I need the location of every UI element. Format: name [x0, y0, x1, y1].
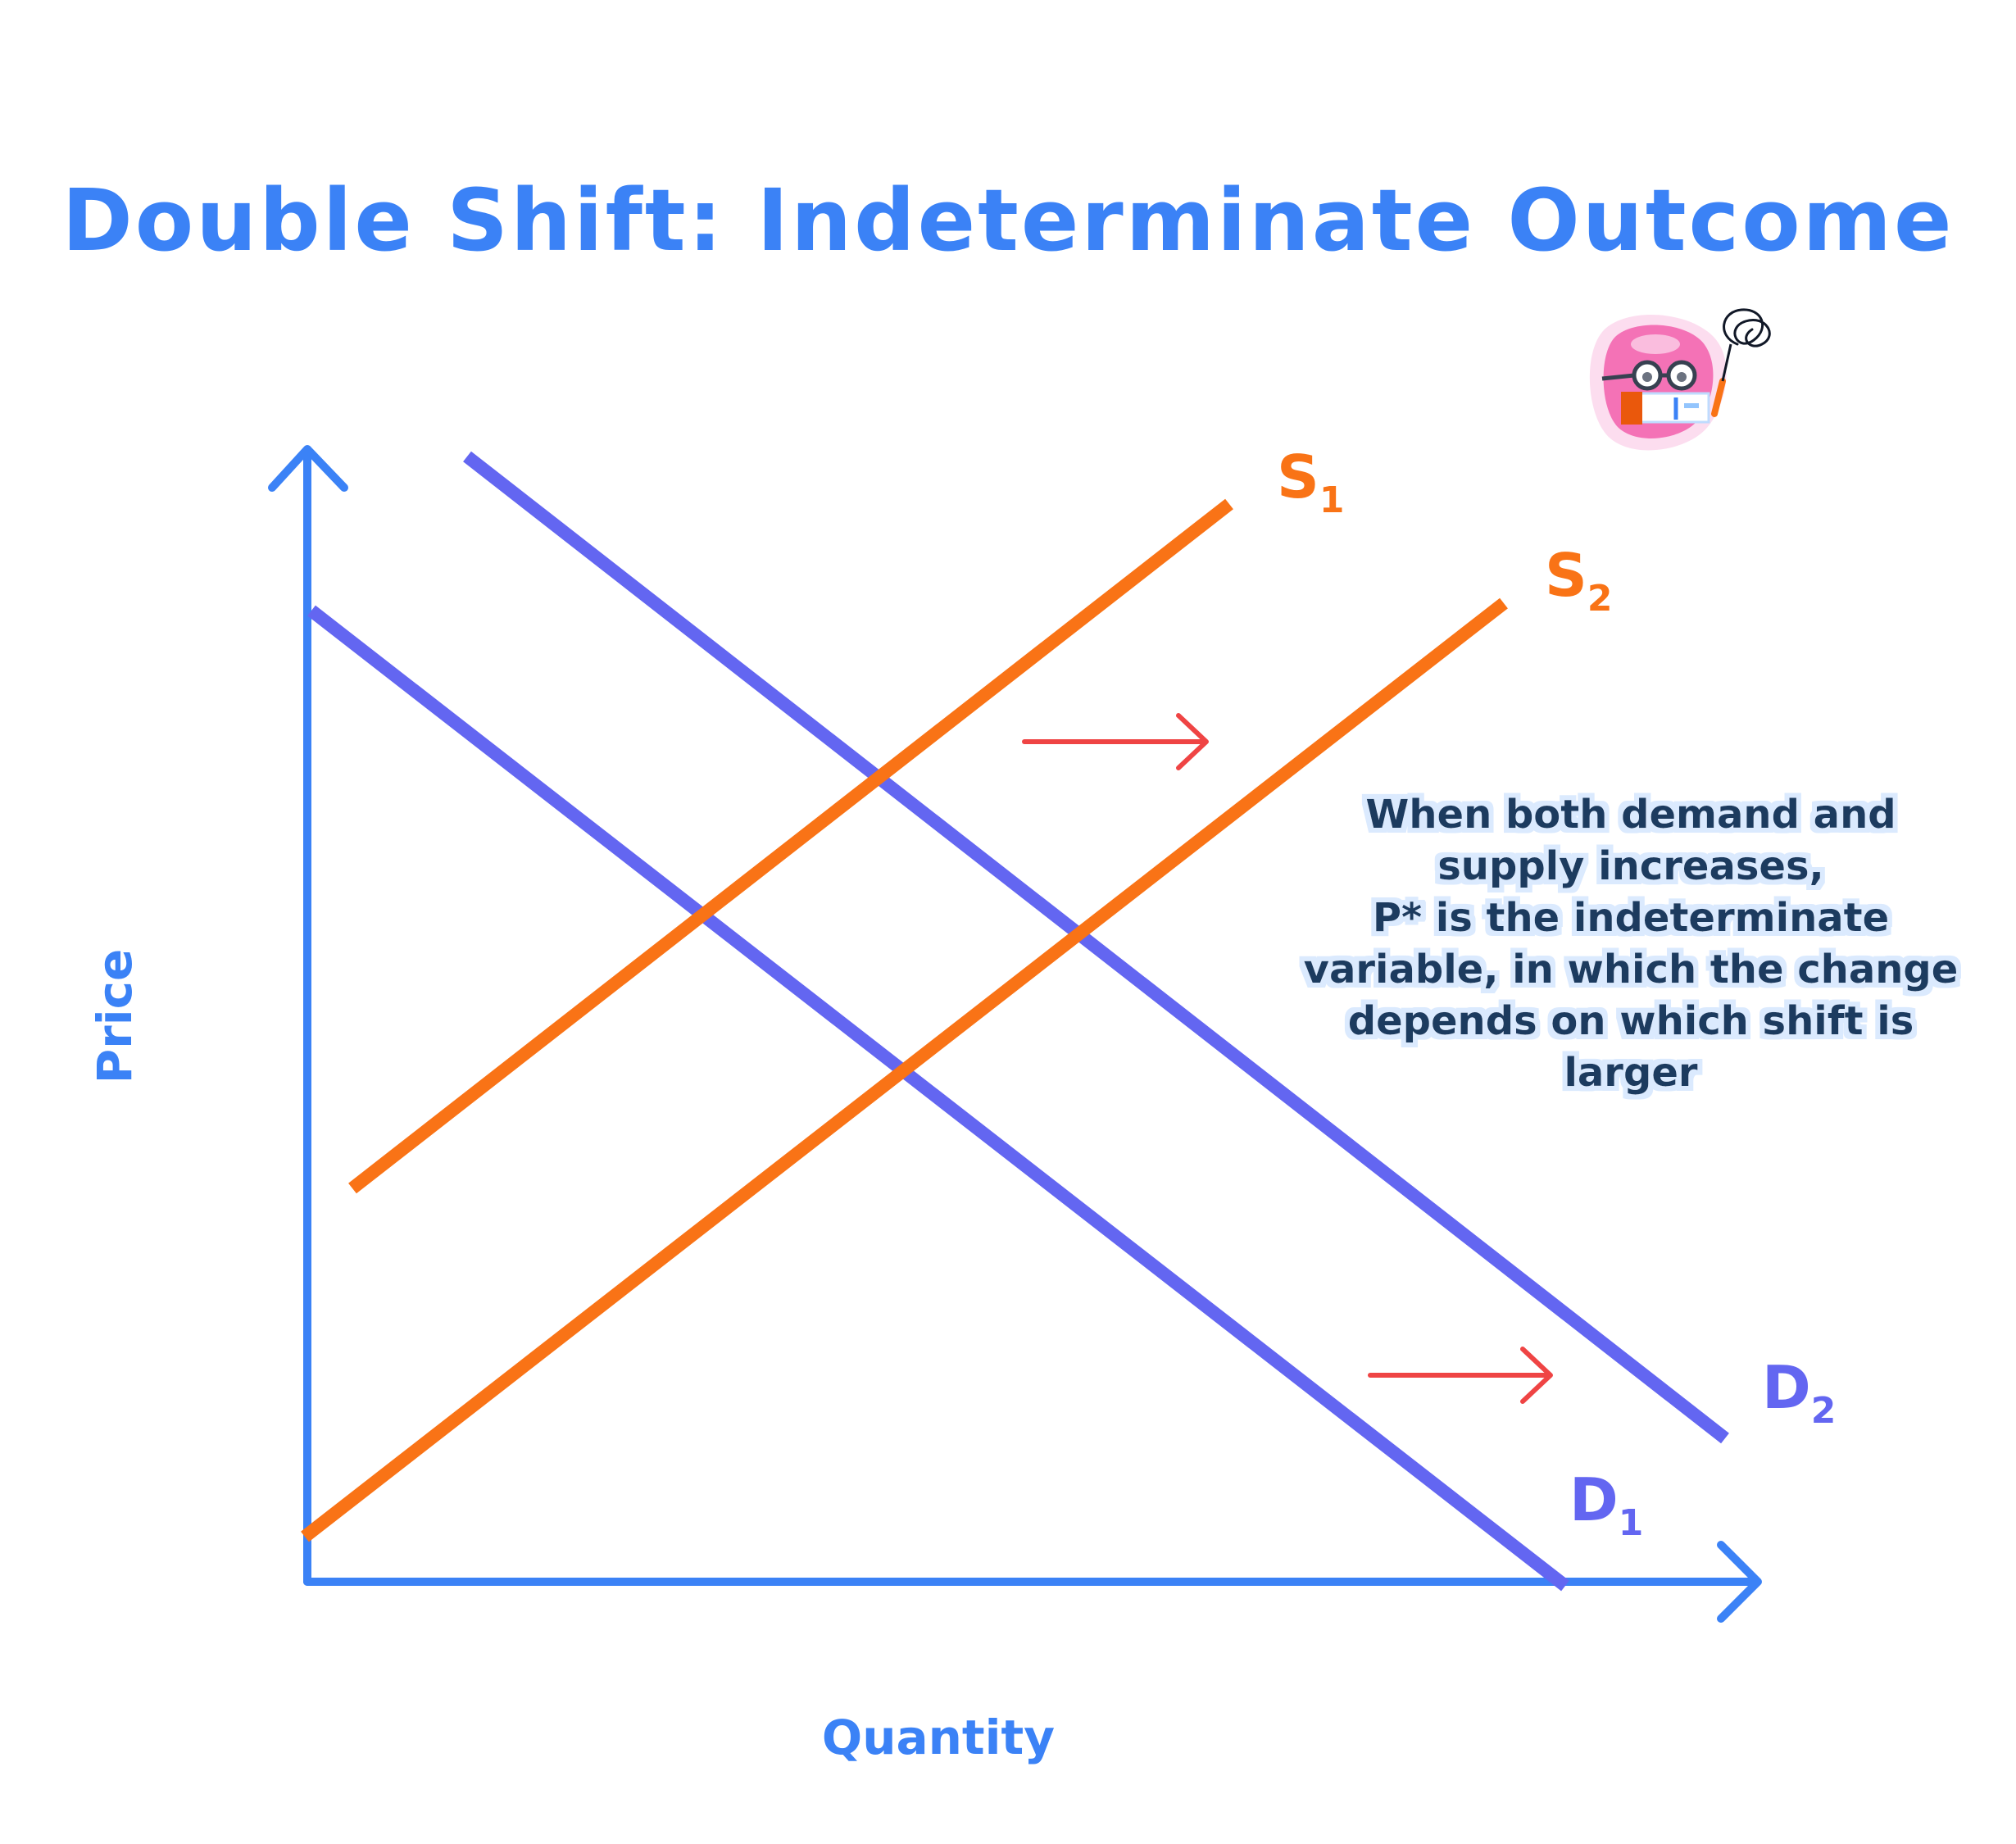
note-line: When both demand and — [1365, 792, 1896, 838]
x-axis-arrowhead — [1717, 1541, 1762, 1623]
label-d2: D2 — [1762, 1353, 1836, 1432]
note-line: supply increases, — [1437, 843, 1824, 889]
note-line: depends on which shift is — [1348, 998, 1914, 1044]
note-line: variable, in which the change — [1304, 947, 1959, 992]
page-title: Double Shift: Indeterminate Outcome — [61, 170, 1954, 270]
label-d1: D1 — [1569, 1465, 1643, 1544]
note-line: P* is the indeterminate — [1373, 895, 1889, 941]
note-line: larger — [1564, 1050, 1697, 1096]
explanation-note: When both demand and supply increases, P… — [1304, 792, 1959, 1096]
mascot-icon — [1589, 308, 1771, 451]
supply-curve-s1 — [348, 498, 1233, 1194]
label-s2: S2 — [1545, 541, 1612, 620]
y-axis-label: Price — [87, 949, 143, 1084]
x-axis-label: Quantity — [822, 1710, 1055, 1765]
y-axis-arrowhead — [268, 445, 348, 492]
demand-curve-d1 — [307, 605, 1569, 1592]
demand-curve-d2 — [463, 451, 1729, 1444]
supply-curve-s2 — [301, 597, 1508, 1542]
right-arrow-icon — [1368, 1347, 1553, 1404]
label-s1: S1 — [1277, 443, 1344, 521]
right-arrow-icon — [1022, 713, 1209, 770]
axes — [268, 445, 1762, 1623]
